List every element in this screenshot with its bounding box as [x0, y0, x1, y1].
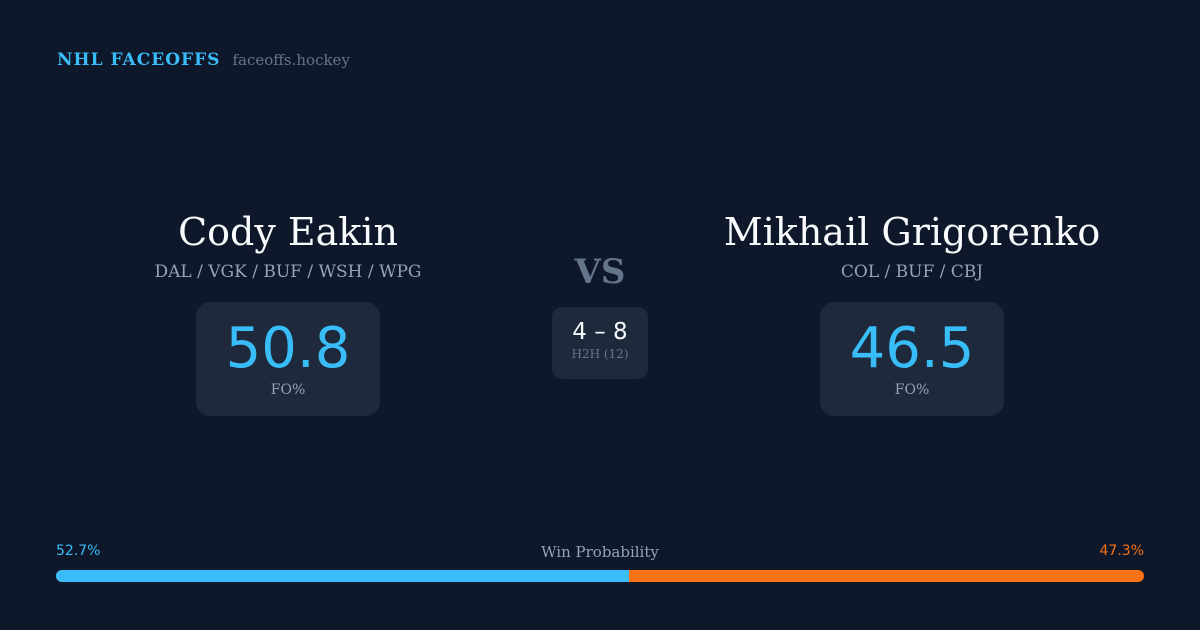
player-name: Cody Eakin	[178, 210, 398, 254]
player-1: Cody Eakin DAL / VGK / BUF / WSH / WPG 5…	[78, 208, 498, 416]
fo-label: FO%	[894, 382, 930, 398]
brand-name: NHL FACEOFFS	[57, 50, 221, 70]
fo-label: FO%	[270, 382, 306, 398]
player-name: Mikhail Grigorenko	[723, 210, 1101, 254]
win-probability-bar	[56, 570, 1144, 582]
player-teams: COL / BUF / CBJ	[840, 262, 984, 282]
player-2: Mikhail Grigorenko COL / BUF / CBJ 46.5 …	[702, 208, 1122, 416]
fo-card: 50.8 FO%	[195, 302, 381, 416]
win-probability-labels: 52.7% Win Probability 47.3%	[56, 543, 1144, 561]
h2h-card: 4 – 8 H2H (12)	[552, 307, 648, 379]
win-prob-left: 52.7%	[56, 543, 101, 559]
fo-card: 46.5 FO%	[819, 302, 1005, 416]
player-teams: DAL / VGK / BUF / WSH / WPG	[154, 262, 422, 282]
brand: NHL FACEOFFS faceoffs.hockey	[57, 50, 350, 70]
h2h-label: H2H (12)	[571, 347, 629, 361]
brand-url: faceoffs.hockey	[232, 51, 350, 69]
fo-pct: 50.8	[225, 316, 351, 381]
win-prob-label: Win Probability	[541, 543, 659, 561]
h2h-score: 4 – 8	[572, 319, 628, 345]
fo-pct: 46.5	[849, 316, 975, 381]
win-prob-right: 47.3%	[1099, 543, 1144, 559]
vs-label: VS	[574, 252, 626, 292]
win-prob-left-fill	[56, 570, 630, 582]
